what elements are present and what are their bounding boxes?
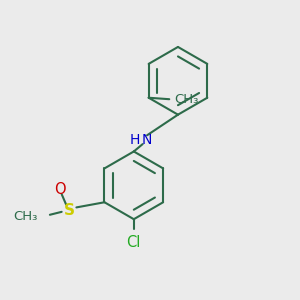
Text: CH₃: CH₃ (174, 93, 199, 106)
Text: Cl: Cl (127, 235, 141, 250)
Text: CH₃: CH₃ (14, 210, 38, 223)
Text: S: S (64, 203, 74, 218)
Text: N: N (141, 133, 152, 147)
Text: O: O (54, 182, 66, 197)
Text: H: H (129, 133, 140, 147)
